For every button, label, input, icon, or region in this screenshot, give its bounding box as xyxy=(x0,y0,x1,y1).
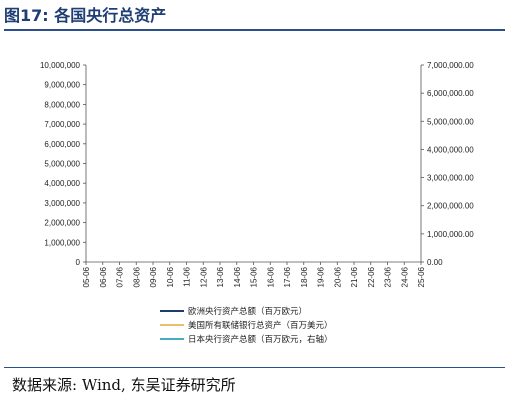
right-tick-label: 5,000,000.00 xyxy=(427,117,474,126)
x-tick-label: 13-06 xyxy=(216,266,225,287)
x-tick-label: 15-06 xyxy=(250,266,259,287)
x-tick-label: 05-06 xyxy=(82,266,91,287)
legend-label-ecb: 欧洲央行资产总额（百万欧元） xyxy=(188,306,307,317)
x-tick-label: 23-06 xyxy=(384,266,393,287)
x-tick-label: 12-06 xyxy=(199,266,208,287)
right-tick-label: 3,000,000.00 xyxy=(427,174,474,183)
x-tick-label: 14-06 xyxy=(233,266,242,287)
title-underline xyxy=(4,29,505,31)
x-tick-label: 07-06 xyxy=(116,266,125,287)
left-tick-label: 0 xyxy=(76,258,81,267)
right-tick-label: 2,000,000.00 xyxy=(427,202,474,211)
right-tick-label: 4,000,000.00 xyxy=(427,145,474,154)
x-tick-label: 24-06 xyxy=(400,266,409,287)
right-tick-label: 0.00 xyxy=(427,258,443,267)
axes: 0 1,000,000 2,000,000 3,000,000 4,000,000 5,0… xyxy=(40,61,474,287)
central-bank-assets-chart: 0 1,000,000 2,000,000 3,000,000 4,000,000 5,0… xyxy=(40,61,474,345)
left-tick-label: 2,000,000 xyxy=(44,219,80,228)
left-tick-label: 5,000,000 xyxy=(44,160,80,169)
x-tick-label: 11-06 xyxy=(183,266,192,286)
x-tick-label: 08-06 xyxy=(132,266,141,287)
left-tick-label: 6,000,000 xyxy=(44,140,80,149)
right-tick-label: 6,000,000.00 xyxy=(427,89,474,98)
footer-rule xyxy=(4,367,505,368)
x-tick-label: 21-06 xyxy=(350,266,359,287)
left-tick-label: 7,000,000 xyxy=(44,120,80,129)
figure-title: 图17: 各国央行总资产 xyxy=(4,6,167,25)
left-tick-label: 8,000,000 xyxy=(44,100,80,109)
x-tick-label: 09-06 xyxy=(149,266,158,287)
x-tick-label: 22-06 xyxy=(367,266,376,287)
x-tick-label: 20-06 xyxy=(333,266,342,287)
left-tick-label: 3,000,000 xyxy=(44,199,80,208)
x-tick-label: 18-06 xyxy=(300,266,309,287)
left-tick-label: 9,000,000 xyxy=(44,81,80,90)
left-tick-label: 4,000,000 xyxy=(44,179,80,188)
legend-label-fed: 美国所有联储银行总资产（百万美元） xyxy=(188,320,333,331)
legend: 欧洲央行资产总额（百万欧元） 美国所有联储银行总资产（百万美元） 日本央行资产总额（… xyxy=(160,306,333,345)
data-source: 数据来源: Wind, 东吴证券研究所 xyxy=(12,376,236,394)
left-tick-label: 10,000,000 xyxy=(40,61,81,70)
legend-label-boj: 日本央行资产总额（百万欧元，右轴） xyxy=(188,334,333,345)
x-tick-label: 19-06 xyxy=(317,266,326,287)
x-tick-label: 16-06 xyxy=(266,266,275,287)
x-tick-label: 25-06 xyxy=(417,266,426,287)
right-tick-label: 7,000,000.00 xyxy=(427,61,474,70)
x-tick-label: 06-06 xyxy=(99,266,108,287)
x-tick-label: 10-06 xyxy=(166,266,175,287)
x-tick-label: 17-06 xyxy=(283,266,292,287)
left-tick-label: 1,000,000 xyxy=(44,238,80,247)
right-tick-label: 1,000,000.00 xyxy=(427,230,474,239)
